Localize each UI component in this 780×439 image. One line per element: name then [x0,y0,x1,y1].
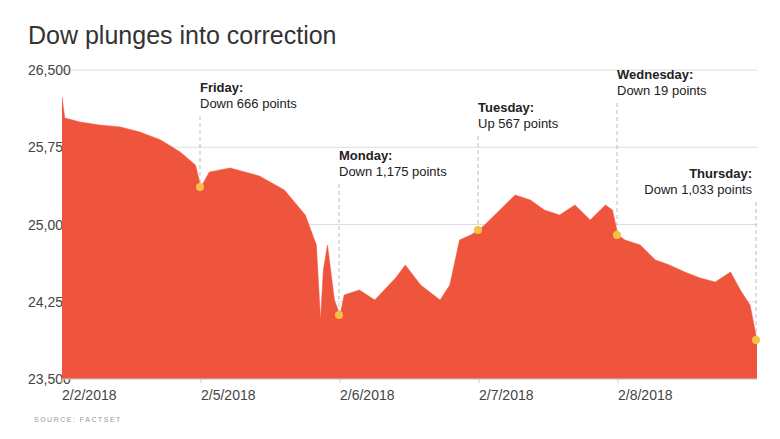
annotation-line [756,202,757,340]
annotation-dot [335,311,343,319]
annotation-dot [474,226,482,234]
chart: Dow plunges into correction23,50024,2502… [0,0,780,439]
x-axis-line [62,379,757,380]
annotation-dot [613,231,621,239]
annotation-text: Down 1,033 points [644,182,752,197]
annotation-line [617,103,618,235]
annotation-text: Down 1,175 points [339,164,447,179]
annotation-dot [752,336,760,344]
annotation-text: Up 567 points [478,116,559,131]
x-tick [618,379,619,383]
annotation-dot [196,183,204,191]
annotation-label: Friday: [200,80,243,95]
x-tick [62,379,63,383]
x-tick-label: 2/6/2018 [340,387,395,403]
x-tick-label: 2/5/2018 [201,387,256,403]
plot-area [62,97,757,379]
y-tick-label: 26,500 [28,62,71,78]
x-tick [201,379,202,383]
annotation-label: Thursday: [689,166,752,181]
annotation-text: Down 666 points [200,96,297,111]
area [62,97,757,379]
x-tick [479,379,480,383]
annotation-line [339,184,340,315]
annotation-line [200,116,201,187]
annotation-line [478,136,479,230]
grid-line [62,379,757,380]
annotation-label: Wednesday: [617,67,693,82]
annotation-label: Tuesday: [478,100,534,115]
x-tick-label: 2/2/2018 [62,387,117,403]
x-tick-label: 2/7/2018 [479,387,534,403]
source: SOURCE: FACTSET [34,416,122,423]
annotation-text: Down 19 points [617,83,707,98]
x-tick [340,379,341,383]
annotation-label: Monday: [339,148,392,163]
x-tick-label: 2/8/2018 [618,387,673,403]
title: Dow plunges into correction [28,21,337,49]
